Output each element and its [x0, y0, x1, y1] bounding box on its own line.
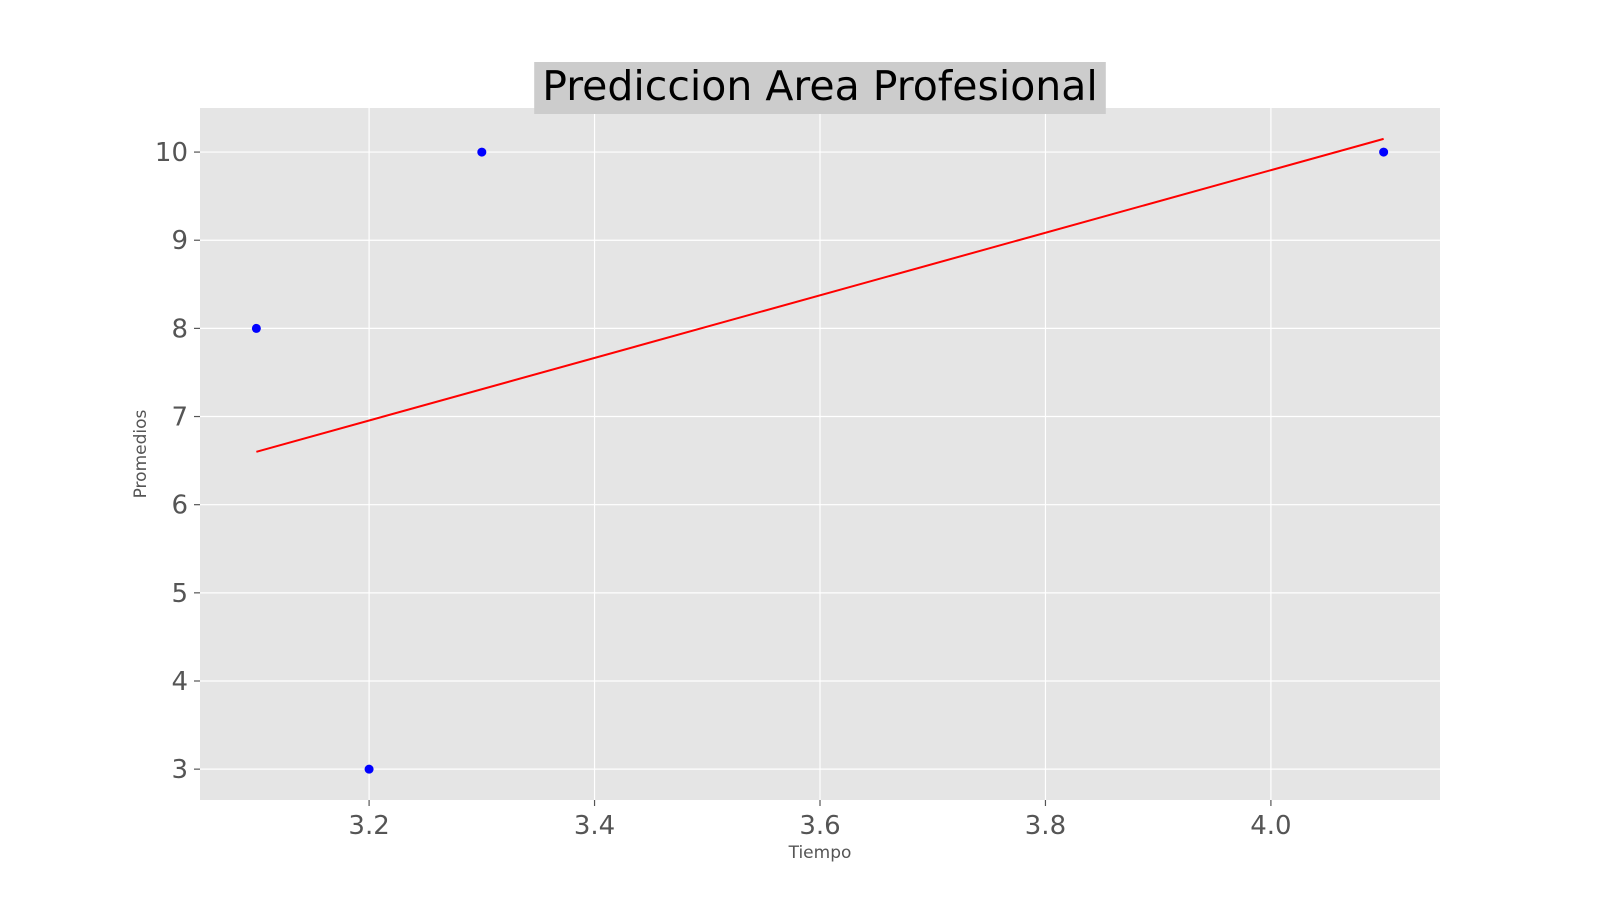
y-tick-label: 6: [171, 491, 188, 521]
y-tick-label: 3: [171, 755, 188, 785]
y-tick-label: 10: [155, 138, 188, 168]
data-point: [1379, 147, 1389, 157]
axis-ticks: [194, 151, 1272, 806]
x-tick-label: 3.4: [574, 811, 615, 841]
y-tick-label: 7: [171, 403, 188, 433]
tick-labels: 3.2 3.4 3.6 3.8 4.0 3 4 5 6 7 8 9 10: [155, 138, 1292, 841]
y-tick-label: 8: [171, 314, 188, 344]
data-point: [251, 323, 261, 333]
y-tick-label: 9: [171, 226, 188, 256]
chart-title: Prediccion Area Profesional: [542, 62, 1098, 110]
x-tick-label: 3.8: [1025, 811, 1066, 841]
x-tick-label: 4.0: [1250, 811, 1291, 841]
grid-lines: [200, 108, 1440, 800]
y-axis-label: Promedios: [131, 409, 151, 498]
y-tick-label: 5: [171, 579, 188, 609]
title-box: [534, 62, 1106, 114]
data-point: [364, 764, 374, 774]
data-point: [477, 147, 487, 157]
x-tick-label: 3.6: [799, 811, 840, 841]
y-tick-label: 4: [171, 667, 188, 697]
series-layer: [251, 137, 1389, 774]
x-tick-label: 3.2: [348, 811, 389, 841]
regression-line: [256, 137, 1384, 453]
x-axis-label: Tiempo: [788, 843, 852, 863]
